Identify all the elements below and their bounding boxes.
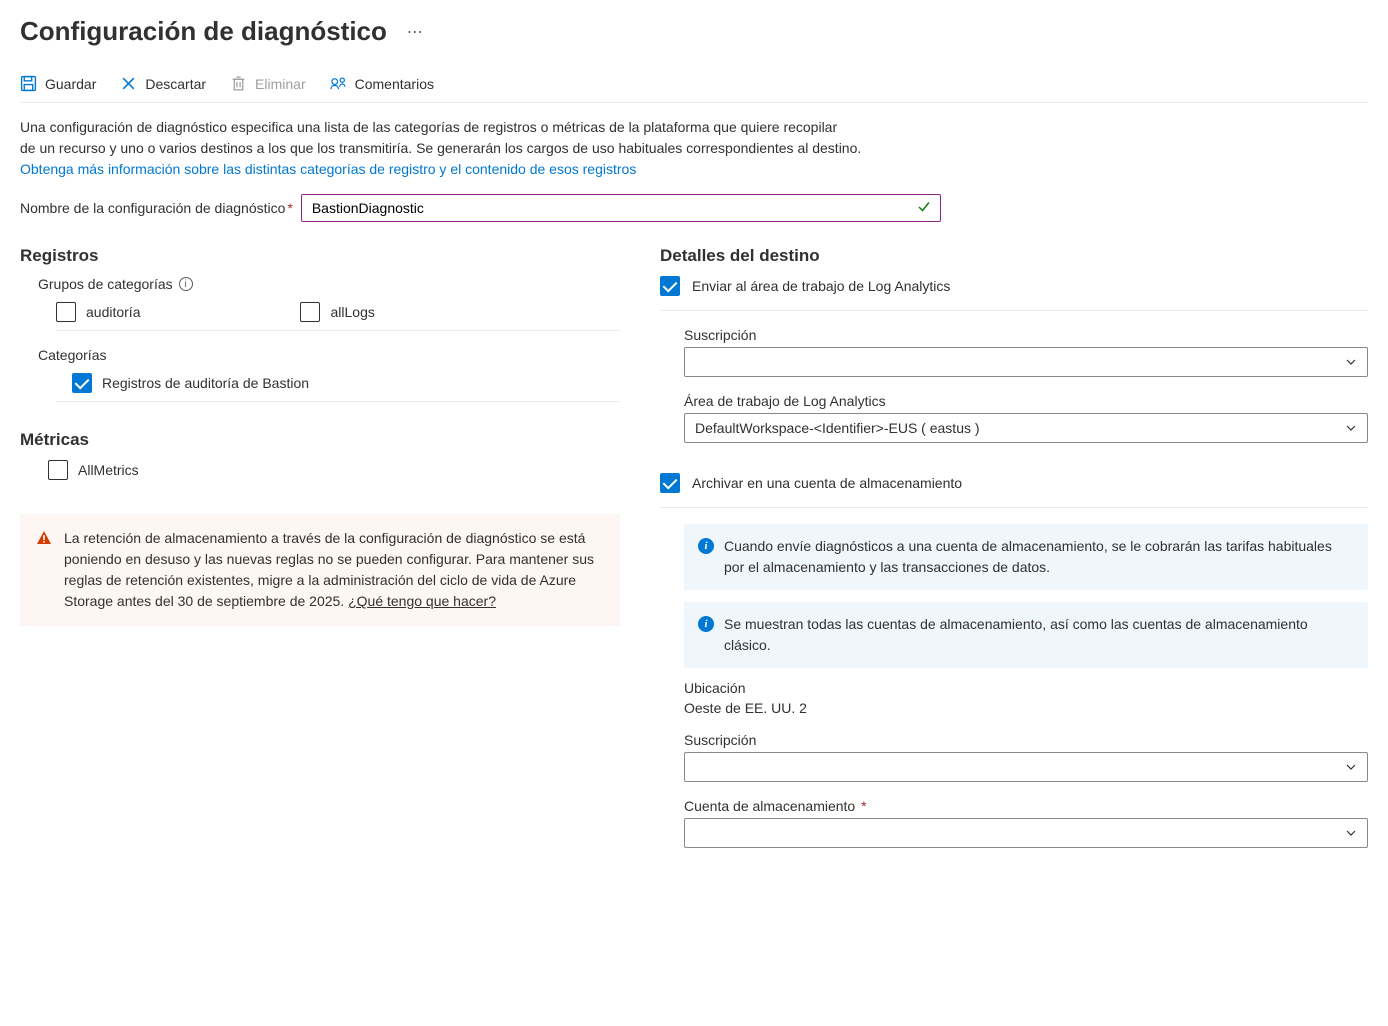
audit-label: auditoría <box>86 304 140 320</box>
save-button[interactable]: Guardar <box>20 75 96 92</box>
info-icon: i <box>698 538 714 554</box>
learn-more-link[interactable]: Obtenga más información sobre las distin… <box>20 161 636 177</box>
allmetrics-label: AllMetrics <box>78 462 139 478</box>
page-title: Configuración de diagnóstico <box>20 16 387 47</box>
storage-info-2: i Se muestran todas las cuentas de almac… <box>684 602 1368 668</box>
workspace-value: DefaultWorkspace-<Identifier>-EUS ( east… <box>695 420 980 436</box>
destination-heading: Detalles del destino <box>660 246 1368 266</box>
feedback-label: Comentarios <box>355 76 434 92</box>
location-label: Ubicación <box>684 680 1368 696</box>
valid-icon <box>917 200 931 217</box>
warning-text: La retención de almacenamiento a través … <box>64 528 604 612</box>
alllogs-label: allLogs <box>330 304 374 320</box>
required-indicator: * <box>287 200 292 216</box>
chevron-down-icon <box>1345 422 1357 434</box>
desc-line1: Una configuración de diagnóstico especif… <box>20 119 837 135</box>
category-groups-heading: Grupos de categorías i <box>38 276 620 292</box>
delete-label: Eliminar <box>255 76 306 92</box>
storage-info-2-text: Se muestran todas las cuentas de almacen… <box>724 614 1354 656</box>
storage-account-label: Cuenta de almacenamiento * <box>684 798 1368 814</box>
chevron-down-icon <box>1345 761 1357 773</box>
chevron-down-icon <box>1345 356 1357 368</box>
location-value: Oeste de EE. UU. 2 <box>684 700 1368 716</box>
allmetrics-checkbox[interactable] <box>48 460 68 480</box>
workspace-dropdown[interactable]: DefaultWorkspace-<Identifier>-EUS ( east… <box>684 413 1368 443</box>
info-icon: i <box>698 616 714 632</box>
discard-icon <box>120 75 137 92</box>
storage-info-1-text: Cuando envíe diagnósticos a una cuenta d… <box>724 536 1354 578</box>
feedback-button[interactable]: Comentarios <box>330 75 434 92</box>
divider <box>660 310 1368 311</box>
workspace-label: Área de trabajo de Log Analytics <box>684 393 1368 409</box>
alllogs-checkbox[interactable] <box>300 302 320 322</box>
categories-heading: Categorías <box>38 347 620 363</box>
subscription-dropdown[interactable] <box>684 347 1368 377</box>
required-indicator: * <box>857 798 866 814</box>
description-text: Una configuración de diagnóstico especif… <box>20 117 1368 180</box>
bastion-audit-label: Registros de auditoría de Bastion <box>102 375 309 391</box>
bastion-audit-checkbox[interactable] <box>72 373 92 393</box>
discard-label: Descartar <box>145 76 206 92</box>
save-label: Guardar <box>45 76 96 92</box>
delete-icon <box>230 75 247 92</box>
storage-checkbox[interactable] <box>660 473 680 493</box>
storage-label: Archivar en una cuenta de almacenamiento <box>692 475 962 491</box>
diagnostic-name-input[interactable] <box>301 194 941 222</box>
warning-box: La retención de almacenamiento a través … <box>20 514 620 626</box>
audit-checkbox[interactable] <box>56 302 76 322</box>
storage-subscription-label: Suscripción <box>684 732 1368 748</box>
more-icon[interactable]: ⋯ <box>407 22 423 42</box>
feedback-icon <box>330 75 347 92</box>
delete-button: Eliminar <box>230 75 306 92</box>
divider <box>56 401 620 402</box>
storage-info-1: i Cuando envíe diagnósticos a una cuenta… <box>684 524 1368 590</box>
log-analytics-checkbox[interactable] <box>660 276 680 296</box>
save-icon <box>20 75 37 92</box>
divider <box>56 330 620 331</box>
chevron-down-icon <box>1345 827 1357 839</box>
name-label: Nombre de la configuración de diagnóstic… <box>20 200 293 216</box>
subscription-label: Suscripción <box>684 327 1368 343</box>
info-icon[interactable]: i <box>179 277 193 291</box>
desc-line2: de un recurso y uno o varios destinos a … <box>20 140 861 156</box>
discard-button[interactable]: Descartar <box>120 75 206 92</box>
warning-link[interactable]: ¿Qué tengo que hacer? <box>348 593 496 609</box>
storage-account-dropdown[interactable] <box>684 818 1368 848</box>
toolbar: Guardar Descartar Eliminar Comentarios <box>20 75 1368 103</box>
logs-heading: Registros <box>20 246 620 266</box>
warning-icon <box>36 530 52 612</box>
divider <box>660 507 1368 508</box>
log-analytics-label: Enviar al área de trabajo de Log Analyti… <box>692 278 950 294</box>
metrics-heading: Métricas <box>20 430 620 450</box>
storage-subscription-dropdown[interactable] <box>684 752 1368 782</box>
